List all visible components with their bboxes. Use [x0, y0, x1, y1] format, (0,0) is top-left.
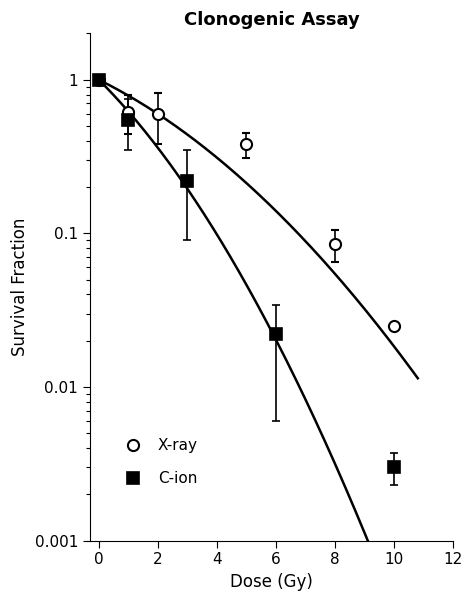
- Title: Clonogenic Assay: Clonogenic Assay: [184, 11, 359, 29]
- Legend: X-ray, C-ion: X-ray, C-ion: [112, 432, 204, 492]
- Y-axis label: Survival Fraction: Survival Fraction: [11, 218, 29, 356]
- X-axis label: Dose (Gy): Dose (Gy): [230, 573, 313, 591]
